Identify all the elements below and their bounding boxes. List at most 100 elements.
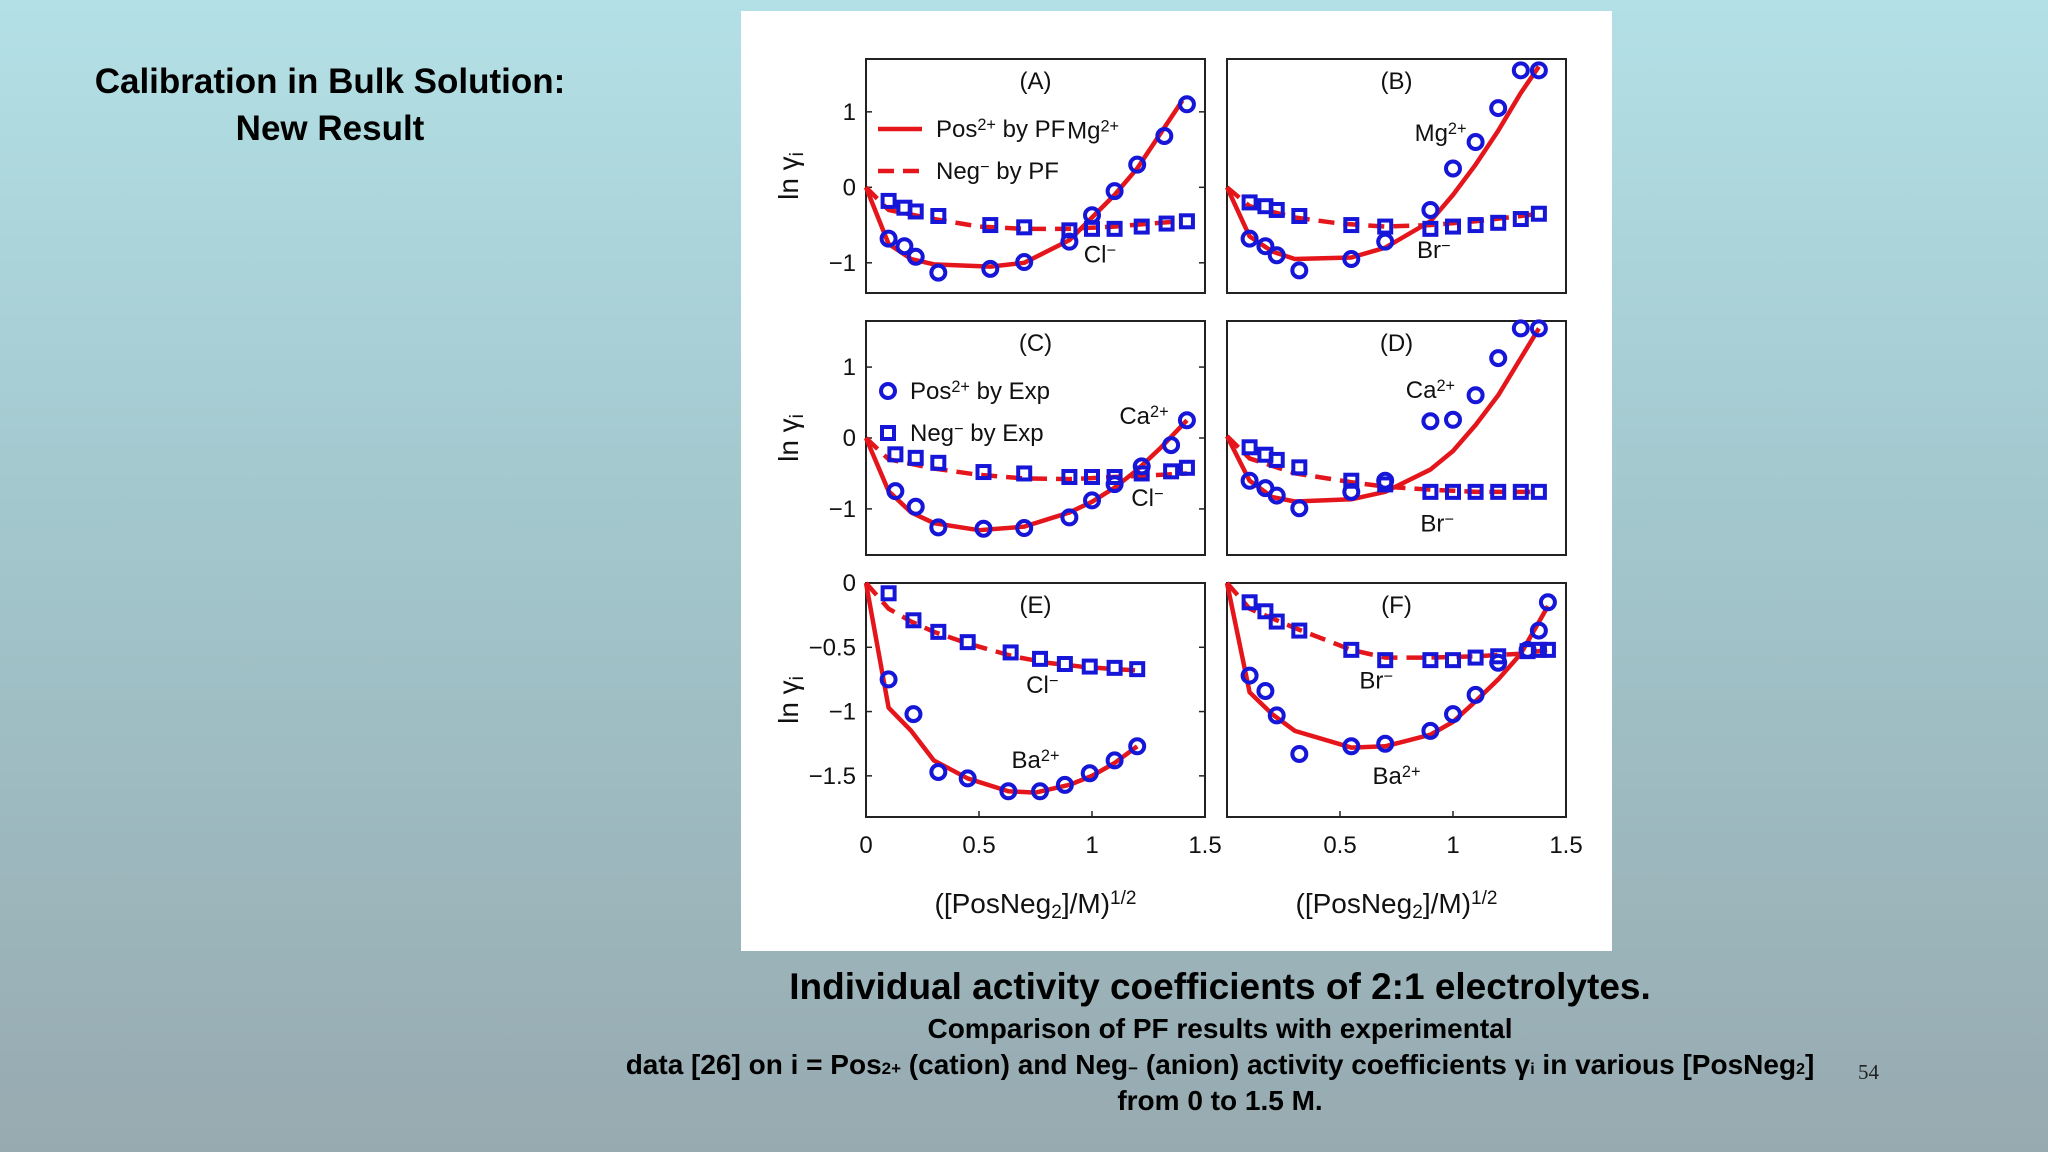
panel-f-neg-exp-point [1268, 613, 1285, 630]
panel-f-pos-exp-point [1267, 706, 1286, 725]
panel-d-pos-exp-point [1290, 499, 1309, 518]
panel-e-neg-exp-point [930, 623, 947, 640]
panel-d-neg-exp-point [1377, 476, 1394, 493]
panel-e-neg-exp-point [1056, 656, 1073, 672]
panel-d-pos-exp-point [1529, 319, 1548, 338]
slide-title-line1: Calibration in Bulk Solution: [94, 62, 566, 101]
panel-f-xtick-label: 1.5 [1549, 832, 1582, 859]
panel-f-pos-exp-point [1421, 721, 1440, 740]
panel-f-neg-exp-point [1490, 648, 1507, 665]
caption-text: ] [1804, 1049, 1815, 1080]
panel-a-pos-exp-point [1015, 253, 1034, 272]
panel-a-neg-exp-point [982, 217, 999, 234]
panel-b-pos-exp-point [1421, 200, 1440, 219]
panel-f-cation-label-group: Ba2+ [1373, 763, 1421, 790]
panel-f-xtick-label: 1 [1446, 832, 1459, 859]
panel-b-pos-exp-point [1267, 246, 1286, 265]
panel-f-neg-exp-point [1257, 603, 1274, 620]
panel-f-anion-label: Br− [1359, 667, 1393, 694]
panel-a-neg-exp-point [880, 192, 897, 209]
panel-e-ylabel-group: ln γi [773, 676, 808, 724]
caption-text: (anion) activity coefficients γ [1138, 1049, 1531, 1080]
panel-f-label: (F) [1381, 592, 1412, 619]
panel-e-ytick-label: −0.5 [809, 634, 856, 661]
panel-c-anion-label-group: Cl− [1131, 485, 1163, 512]
panel-f-pos-exp-point [1256, 682, 1275, 700]
panel-f-pos-exp-point [1529, 621, 1548, 640]
panel-b-pos-exp-point [1342, 250, 1361, 269]
panel-e-ylabel: ln γi [773, 676, 808, 724]
panel-a-neg-exp-point [1016, 219, 1033, 236]
caption-line-2: data [26] on i = Pos2+ (cation) and Neg−… [430, 1048, 2010, 1087]
panel-e-neg-exp-point [959, 634, 976, 651]
panel-c-neg-exp-point [975, 464, 992, 481]
panel-a-ylabel-group: ln γi [773, 152, 808, 200]
panel-a-neg-exp-point [930, 208, 947, 225]
panel-a-pos-exp-point [879, 229, 898, 248]
panel-d-cation-label-group: Ca2+ [1406, 377, 1455, 404]
panel-a-pos-exp-point [929, 263, 948, 282]
panel-e-xtick-label: 0.5 [962, 832, 995, 859]
panel-f-pos-pf-line [1224, 582, 1550, 750]
panel-f-pos-exp-point [1290, 745, 1309, 763]
panel-c-pos-exp-point [1162, 436, 1181, 455]
panel-c-pos-exp-point [1177, 411, 1196, 430]
panel-a-legend-text-group: Neg− by PF [936, 158, 1059, 185]
panel-c-neg-exp-point [887, 446, 904, 463]
panel-e-ytick-label: −1.5 [809, 763, 856, 790]
panel-a-neg-pf-line [864, 185, 1183, 232]
panel-f-neg-exp-point [1343, 641, 1360, 658]
caption-superscript: − [1128, 1059, 1139, 1078]
panel-d-neg-exp-point [1343, 472, 1360, 489]
panel-c-neg-exp-point [1106, 469, 1123, 485]
panel-c-neg-exp-point [1133, 465, 1150, 482]
panel-c-legend-text-group: Neg− by Exp [910, 420, 1044, 447]
panel-e-ytick-label: −1 [829, 699, 856, 726]
panel-b-pos-exp-point [1529, 61, 1548, 80]
panel-c-ytick-label: 0 [843, 425, 856, 452]
panel-e-xlabel-group: ([PosNeg2]/M)1/2 [934, 888, 1136, 923]
panel-f-neg-pf-line [1225, 581, 1549, 660]
panel-d-neg-exp-point [1512, 483, 1529, 500]
panel-e-frame [865, 582, 1206, 818]
panel-f-frame [1226, 582, 1567, 818]
panel-d-cation-label: Ca2+ [1406, 377, 1455, 404]
panel-e-neg-exp-point [1081, 658, 1098, 675]
panel-a-ytick-label: 1 [843, 99, 856, 126]
panel-d-pos-exp-point [1489, 349, 1508, 368]
activity-coefficient-figure: (A) 1 0 −1 ln γi Mg2+ Cl− Pos2+ by PF Neg− by PF… [773, 58, 1583, 923]
panel-a-label: (A) [1020, 68, 1052, 95]
panel-c-ylabel-group: ln γi [773, 414, 808, 462]
figure-panel: (A) 1 0 −1 ln γi Mg2+ Cl− Pos2+ by PF Neg− by PF… [741, 11, 1612, 951]
panel-f-neg-exp-point [1291, 622, 1308, 639]
panel-a-neg-exp-point [907, 203, 924, 220]
caption-text: (cation) and Neg [901, 1049, 1129, 1080]
panel-e-pos-exp-point [958, 769, 977, 788]
panel-c-anion-label: Cl− [1131, 485, 1163, 512]
panel-b-cation-label: Mg2+ [1415, 120, 1467, 147]
caption-text: data [26] on i = Pos [625, 1049, 882, 1080]
panel-c-pos-exp-point [929, 518, 948, 537]
panel-c-legend-swatch [880, 425, 896, 441]
panel-c-pos-exp-point [974, 519, 993, 538]
panel-c-pos-exp-point [1083, 491, 1101, 510]
panel-a-ylabel: ln γi [773, 152, 808, 200]
panel-e-neg-exp-point [1106, 659, 1123, 676]
panel-f-neg-exp-point [1241, 594, 1258, 611]
caption-subscript: 2 [1796, 1061, 1805, 1078]
panel-b-pos-exp-point [1376, 232, 1395, 251]
panel-f-neg-exp-point [1422, 652, 1439, 669]
panel-d-pos-exp-point [1466, 386, 1485, 405]
panel-a-ytick-label: 0 [843, 174, 856, 201]
slide-title: Calibration in Bulk Solution: New Result [40, 58, 620, 152]
panel-f-pos-exp-point [1240, 666, 1259, 685]
panel-c-neg-exp-point [1061, 469, 1078, 485]
panel-b-neg-exp-point [1512, 211, 1529, 228]
panel-f-neg-exp-point [1467, 649, 1484, 666]
panel-c-neg-exp-point [1084, 469, 1100, 485]
panel-b-pos-exp-point [1511, 61, 1530, 80]
panel-f-neg-exp-point [1377, 652, 1394, 669]
panel-c-cation-label-group: Ca2+ [1119, 403, 1168, 430]
page-number: 54 [1858, 1060, 1879, 1084]
panel-f-xlabel: ([PosNeg2]/M)1/2 [1295, 888, 1497, 923]
